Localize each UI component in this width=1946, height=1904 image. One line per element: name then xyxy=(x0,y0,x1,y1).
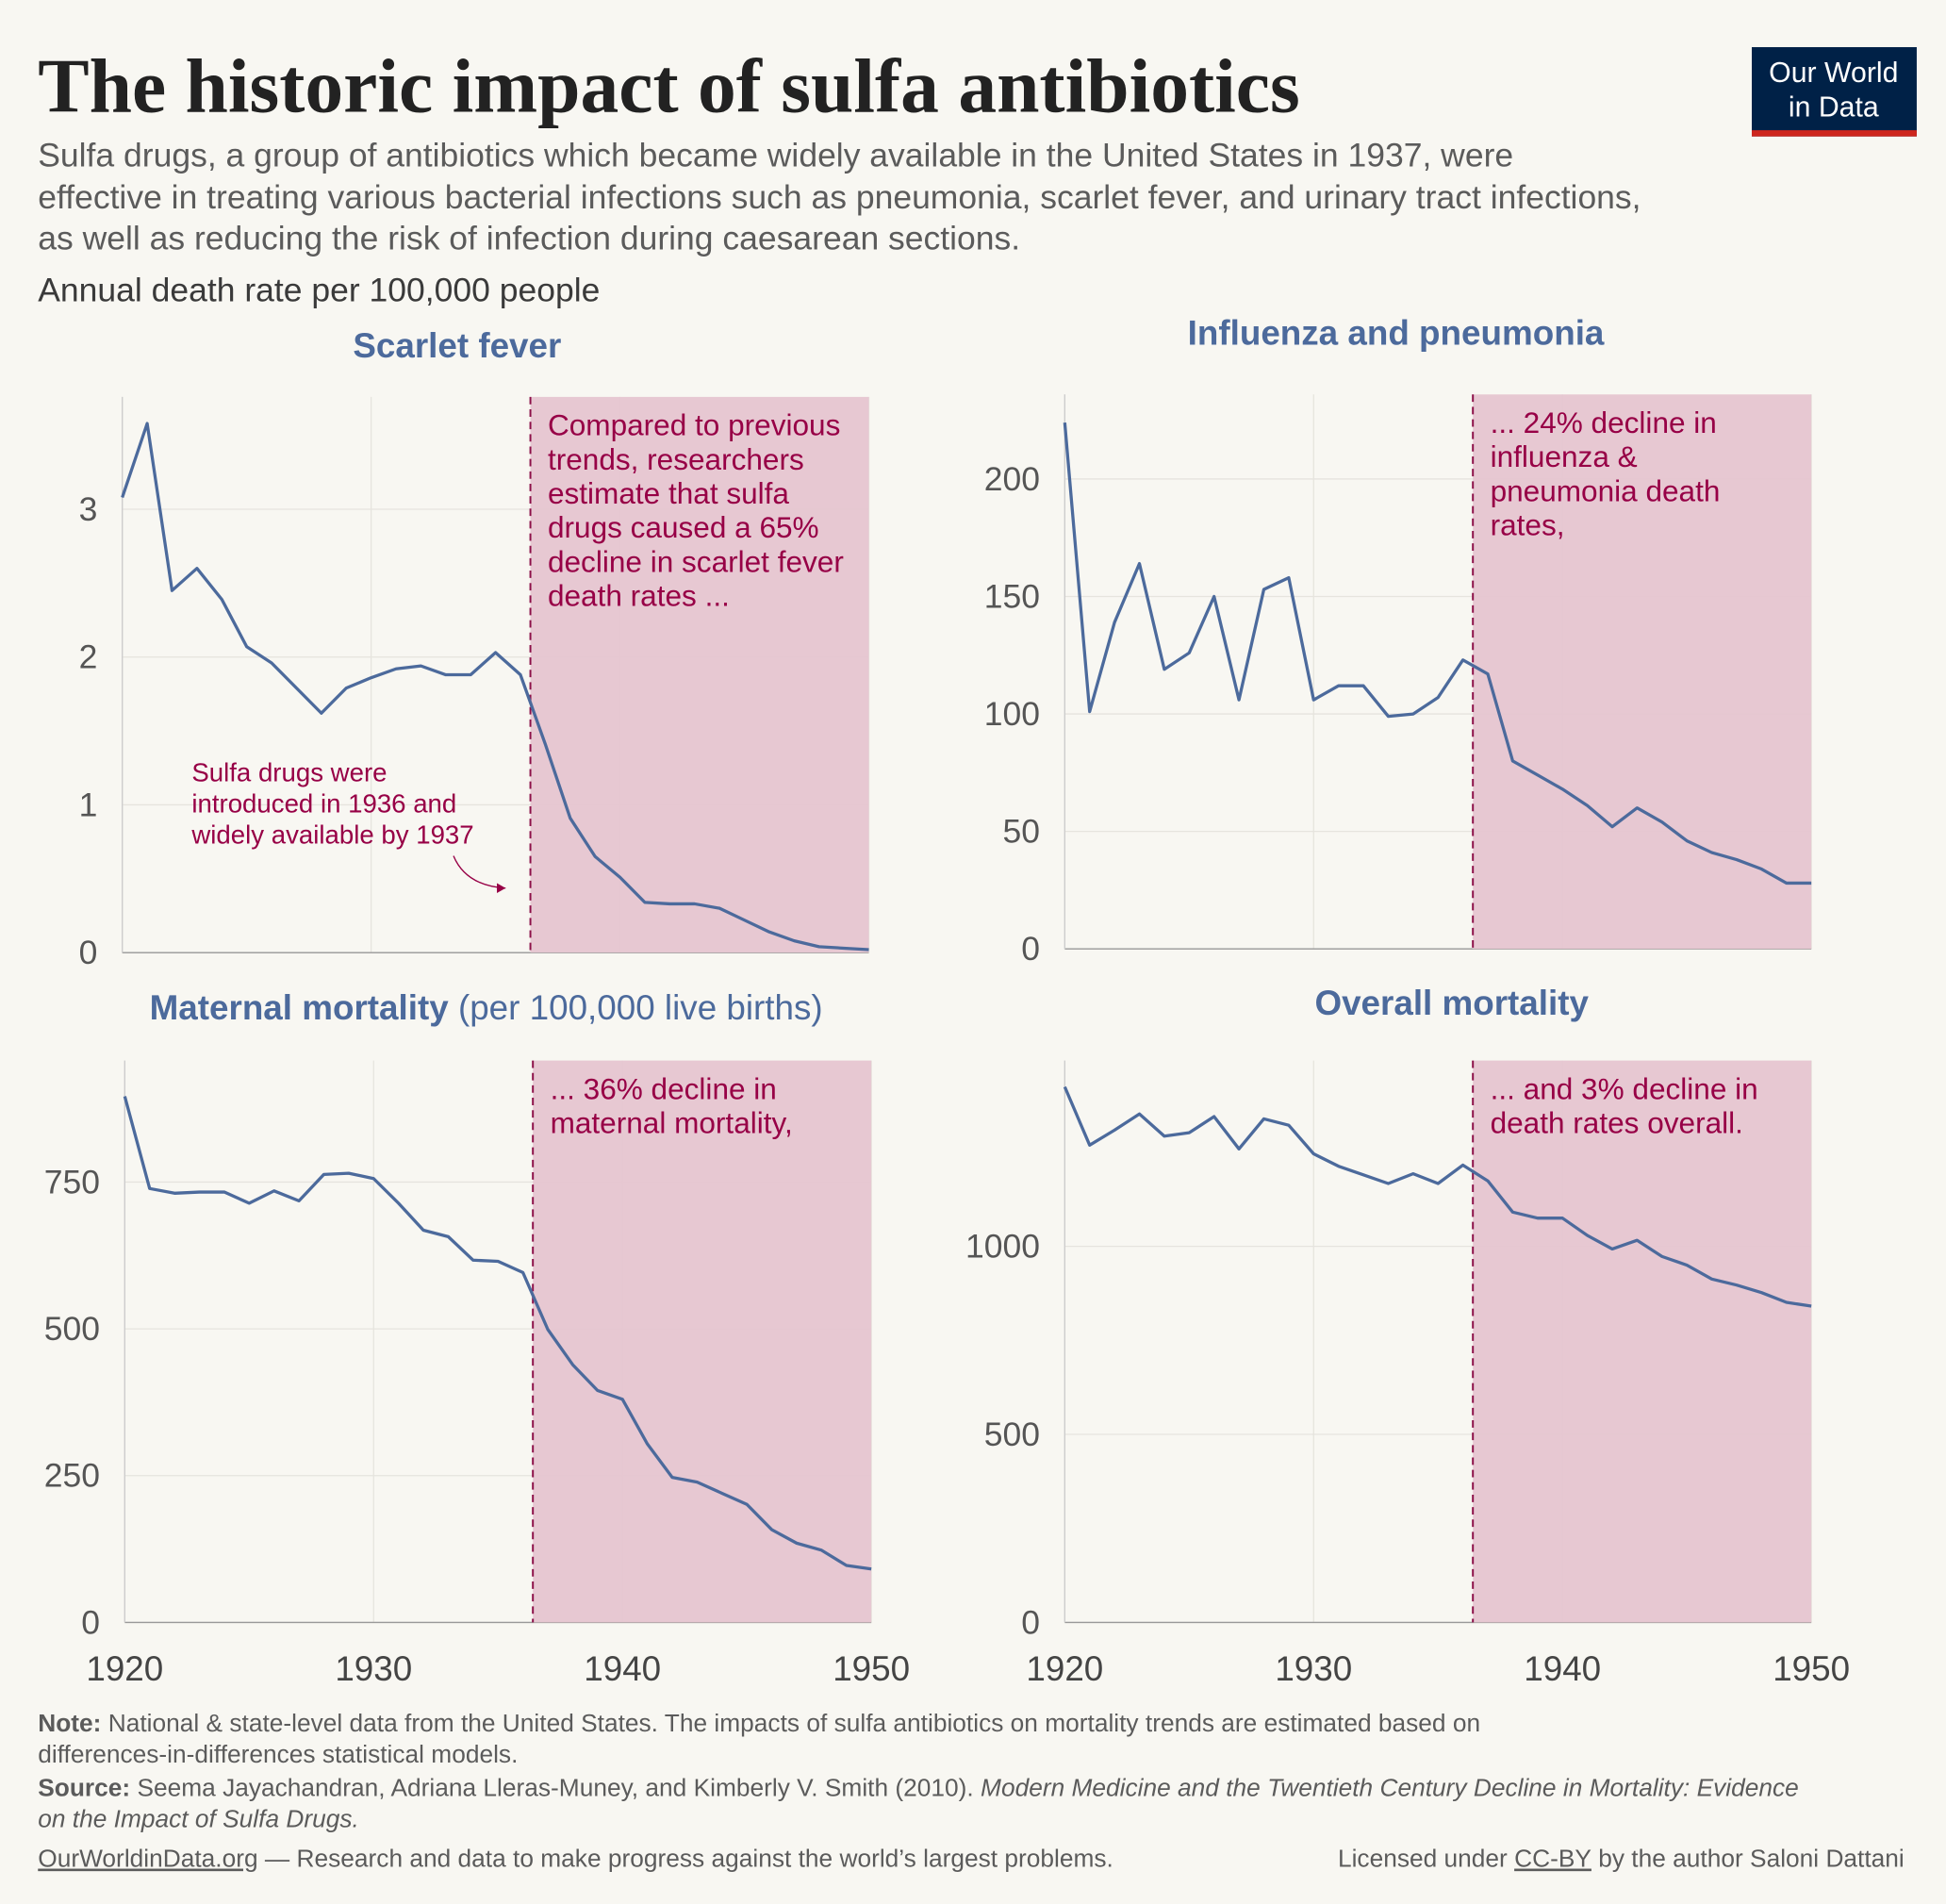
y-tick-label: 1 xyxy=(79,786,98,823)
source-authors: Seema Jayachandran, Adriana Lleras-Muney… xyxy=(130,1774,981,1802)
annotation: ... 36% decline in xyxy=(551,1071,777,1105)
subtitle: as well as reducing the risk of infectio… xyxy=(38,219,1020,257)
y-tick-label: 200 xyxy=(984,460,1040,498)
footer-site: OurWorldinData.org — Research and data t… xyxy=(38,1845,1113,1873)
y-tick-label: 750 xyxy=(44,1163,100,1200)
annotation: estimate that sulfa xyxy=(548,476,789,510)
annotation: rates, xyxy=(1491,508,1565,542)
y-tick-label: 0 xyxy=(79,934,98,971)
annotation: trends, researchers xyxy=(548,442,804,476)
source-label: Source: xyxy=(38,1774,130,1802)
note: Note: National & state-level data from t… xyxy=(38,1709,1480,1737)
license-text: by the author Saloni Dattani xyxy=(1591,1845,1905,1873)
y-tick-label: 500 xyxy=(44,1310,100,1348)
chart-title-main: Scarlet fever xyxy=(353,326,561,365)
y-tick-label: 500 xyxy=(984,1416,1040,1453)
source: Source: Seema Jayachandran, Adriana Ller… xyxy=(38,1774,1799,1802)
annotation: death rates overall. xyxy=(1491,1106,1743,1140)
annotation-note: widely available by 1937 xyxy=(190,820,473,849)
chart-title-main: Influenza and pneumonia xyxy=(1188,314,1605,353)
tagline: — Research and data to make progress aga… xyxy=(258,1845,1113,1873)
subtitle: Sulfa drugs, a group of antibiotics whic… xyxy=(38,136,1513,174)
y-tick-label: 2 xyxy=(79,638,98,676)
subtitle: effective in treating various bacterial … xyxy=(38,178,1641,216)
y-tick-label: 0 xyxy=(1021,930,1040,968)
x-tick-label: 1940 xyxy=(584,1649,661,1688)
annotation: drugs caused a 65% xyxy=(548,510,819,544)
annotation: death rates ... xyxy=(548,579,730,613)
y-tick-label: 0 xyxy=(1021,1603,1040,1641)
annotation: Compared to previous xyxy=(548,408,840,442)
shaded-period xyxy=(533,1060,872,1623)
x-tick-label: 1950 xyxy=(833,1649,910,1688)
y-tick-label: 1000 xyxy=(965,1227,1040,1265)
annotation-note: introduced in 1936 and xyxy=(191,789,456,819)
chart-title: Scarlet fever xyxy=(353,326,561,365)
x-tick-label: 1950 xyxy=(1773,1649,1850,1688)
logo-bar xyxy=(1752,130,1917,137)
license: Licensed under CC-BY by the author Salon… xyxy=(1338,1845,1905,1873)
note-label: Note: xyxy=(38,1709,101,1737)
annotation: maternal mortality, xyxy=(551,1106,793,1140)
x-tick-label: 1920 xyxy=(86,1649,163,1688)
note-text: National & state-level data from the Uni… xyxy=(101,1709,1480,1737)
chart-title: Influenza and pneumonia xyxy=(1188,314,1605,353)
note-text: differences-in-differences statistical m… xyxy=(38,1740,518,1768)
annotation: influenza & xyxy=(1491,439,1638,473)
y-tick-label: 3 xyxy=(79,490,98,528)
x-tick-label: 1930 xyxy=(1275,1649,1352,1688)
annotation-note: Sulfa drugs were xyxy=(191,758,387,787)
shaded-period xyxy=(530,396,869,953)
logo-text: in Data xyxy=(1789,92,1879,124)
y-tick-label: 50 xyxy=(1003,812,1041,850)
shaded-period xyxy=(1473,394,1812,950)
y-axis-label: Annual death rate per 100,000 people xyxy=(38,272,600,309)
series-line xyxy=(121,422,869,952)
x-tick-label: 1920 xyxy=(1026,1649,1103,1688)
chart-title-note: (per 100,000 live births) xyxy=(458,988,823,1027)
x-tick-label: 1940 xyxy=(1524,1649,1601,1688)
license-text: Licensed under xyxy=(1338,1845,1514,1873)
series-line xyxy=(123,1096,872,1571)
shaded-period xyxy=(1473,1060,1812,1623)
x-tick-label: 1930 xyxy=(335,1649,412,1688)
annotation: ... 24% decline in xyxy=(1491,406,1717,439)
series-line xyxy=(1063,422,1812,886)
chart-title: Overall mortality xyxy=(1314,984,1589,1022)
source-title: Modern Medicine and the Twentieth Centur… xyxy=(981,1774,1799,1802)
chart-title-main: Maternal mortality xyxy=(150,988,450,1027)
annotation: ... and 3% decline in xyxy=(1491,1071,1758,1105)
chart-title-main: Overall mortality xyxy=(1314,984,1589,1022)
logo-box xyxy=(1752,46,1917,137)
annotation-arrowhead xyxy=(497,883,506,894)
logo[interactable]: Our World in Data xyxy=(1752,46,1917,137)
y-tick-label: 0 xyxy=(81,1603,100,1641)
license-link[interactable]: CC-BY xyxy=(1514,1845,1591,1873)
source-title: on the Impact of Sulfa Drugs. xyxy=(38,1804,359,1832)
y-tick-label: 100 xyxy=(984,695,1040,733)
y-tick-label: 150 xyxy=(984,577,1040,615)
annotation: pneumonia death xyxy=(1491,473,1721,507)
y-tick-label: 250 xyxy=(44,1457,100,1495)
site-link[interactable]: OurWorldinData.org xyxy=(38,1845,257,1873)
series-line xyxy=(1063,1085,1812,1308)
title: The historic impact of sulfa antibiotics xyxy=(38,42,1299,128)
annotation: decline in scarlet fever xyxy=(548,544,844,578)
logo-text: Our World xyxy=(1769,58,1898,89)
chart-title: Maternal mortality (per 100,000 live bir… xyxy=(150,988,823,1027)
